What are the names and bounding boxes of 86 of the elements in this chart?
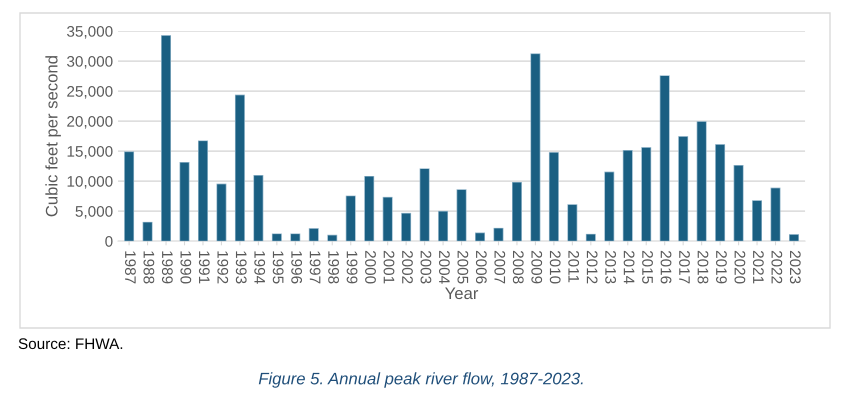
bar	[401, 212, 412, 242]
x-tick-label: 2016	[660, 250, 672, 284]
bar	[216, 184, 226, 242]
x-tick-label: 2014	[624, 250, 634, 284]
y-tick-label: 5,000	[76, 206, 113, 219]
x-tick-label: 2013	[605, 250, 616, 284]
bar	[346, 196, 356, 242]
bar	[548, 152, 559, 242]
bar	[142, 222, 153, 242]
bar	[456, 189, 467, 242]
x-tick-label: 2019	[716, 250, 727, 284]
bar	[438, 210, 448, 242]
bar	[530, 53, 540, 242]
x-tick-label: 2001	[384, 250, 394, 284]
bar	[272, 233, 282, 242]
y-tick-label: 35,000	[67, 26, 113, 39]
x-tick-label: 2002	[402, 250, 413, 284]
bar	[678, 136, 688, 242]
y-tick-label: 10,000	[68, 176, 113, 189]
x-tick-label: 2007	[494, 250, 506, 284]
x-tick-label: 2011	[568, 250, 580, 282]
bar	[586, 234, 596, 242]
x-tick-label: 1993	[236, 251, 247, 284]
x-tick-label: 2006	[476, 250, 487, 284]
y-tick-label: 30,000	[67, 56, 113, 69]
x-tick-label: 2022	[771, 250, 782, 284]
y-tick-label: 20,000	[67, 116, 113, 129]
bar	[494, 228, 504, 242]
x-tick-label: 1989	[162, 251, 173, 284]
x-tick-label: 2015	[642, 250, 653, 284]
x-tick-label: 1998	[328, 251, 339, 284]
x-tick-label: 2017	[679, 250, 690, 284]
x-tick-label: 2005	[457, 250, 468, 284]
x-tick-label: 2020	[734, 250, 746, 284]
y-tick-label: 15,000	[68, 146, 113, 159]
x-tick-label: 2012	[586, 250, 598, 284]
y-tick-label: 0	[105, 236, 113, 247]
bar	[512, 182, 522, 242]
bar	[198, 140, 208, 242]
x-tick-label: 2008	[512, 250, 524, 284]
bar	[382, 196, 393, 242]
x-tick-label: 1994	[254, 251, 266, 284]
x-tick-label: 2010	[550, 250, 561, 284]
x-tick-label: 1999	[346, 251, 358, 284]
x-tick-label: 2009	[531, 250, 542, 284]
source-note: Source: FHWA.	[18, 338, 122, 350]
y-tick-label: 25,000	[67, 86, 113, 99]
bar	[253, 175, 264, 242]
x-tick-label: 2003	[420, 250, 432, 284]
y-axis-title: Cubic feet per second	[45, 56, 61, 216]
bar	[734, 165, 744, 242]
x-tick-label: 2000	[365, 250, 376, 284]
bar	[161, 35, 172, 242]
bar	[327, 234, 338, 242]
bar	[234, 94, 245, 242]
bar	[604, 172, 614, 242]
x-tick-label: 1995	[272, 251, 284, 284]
x-tick-label: 1987	[125, 251, 136, 284]
bar	[124, 151, 134, 242]
x-tick-label: 1991	[198, 251, 210, 284]
bar	[420, 168, 430, 242]
bar	[715, 144, 726, 242]
bar	[770, 188, 780, 242]
bar	[752, 200, 762, 242]
bar	[308, 228, 319, 242]
bar	[180, 162, 190, 242]
x-tick-label: 1996	[291, 251, 302, 284]
bar	[660, 75, 670, 242]
x-tick-label: 2023	[790, 250, 801, 284]
x-tick-label: 1988	[143, 251, 154, 284]
bar	[475, 232, 485, 242]
bar	[789, 234, 799, 242]
bar	[641, 147, 652, 242]
x-tick-label: 1990	[180, 251, 192, 284]
x-tick-label: 2004	[438, 250, 450, 284]
bar	[364, 176, 374, 242]
x-tick-label: 1997	[310, 251, 321, 284]
bar	[622, 150, 633, 242]
text: Figure 5. Annual peak river flow, 1987-2023.	[258, 372, 583, 388]
x-axis-title: Year	[445, 288, 478, 300]
bar	[290, 233, 300, 242]
bar	[696, 121, 707, 242]
bar	[567, 204, 578, 242]
x-tick-label: 1992	[217, 251, 228, 284]
x-tick-label: 2018	[698, 250, 708, 284]
x-tick-label: 2021	[752, 250, 764, 284]
